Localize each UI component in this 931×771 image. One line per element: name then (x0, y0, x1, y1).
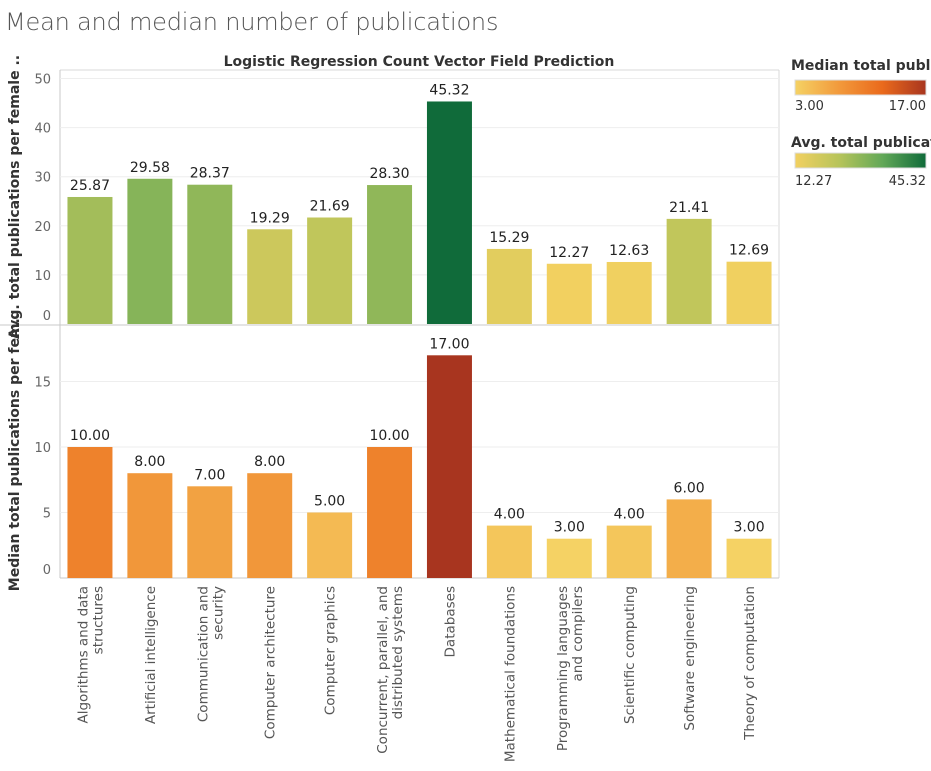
category-label: Computer architecture (263, 586, 279, 739)
avg-bar[interactable] (486, 248, 532, 324)
median-y-axis-title: Median total publications per fem.. (7, 313, 23, 591)
median-value-label: 10.00 (369, 428, 409, 444)
avg-bar[interactable] (367, 185, 413, 324)
avg-legend-max: 45.32 (889, 174, 926, 189)
category-label: security (210, 586, 226, 640)
category-label: Databases (442, 586, 458, 657)
avg-value-label: 15.29 (489, 230, 529, 246)
category-label: Artificial intelligence (143, 586, 159, 724)
median-value-label: 4.00 (494, 507, 525, 523)
median-bar[interactable] (666, 499, 712, 578)
avg-y-tick-label: 40 (34, 122, 51, 137)
category-label: Scientific computing (622, 586, 638, 724)
median-legend-gradient (794, 79, 927, 96)
median-value-label: 4.00 (614, 507, 645, 523)
median-legend-min: 3.00 (795, 99, 824, 114)
avg-bar[interactable] (307, 217, 353, 324)
median-value-label: 10.00 (70, 428, 110, 444)
median-color-legend[interactable]: Median total publi.. 3.00 17.00 (791, 58, 931, 114)
category-label: and compilers (570, 586, 586, 681)
category-labels: Algorithms and data structures Artificial … (75, 586, 758, 762)
category-label: Software engineering (682, 586, 698, 731)
median-value-label: 5.00 (314, 494, 345, 510)
avg-bar[interactable] (426, 101, 472, 325)
median-bar[interactable] (247, 473, 293, 578)
median-bar[interactable] (367, 447, 413, 578)
avg-bar[interactable] (666, 218, 712, 324)
median-y-tick-label: 10 (34, 441, 51, 456)
avg-value-label: 28.30 (369, 166, 409, 182)
chart-subtitle: Logistic Regression Count Vector Field P… (224, 54, 615, 70)
category-label: Mathematical foundations (502, 586, 518, 762)
avg-bar[interactable] (546, 263, 592, 324)
median-bar[interactable] (67, 447, 113, 578)
avg-bars: 25.87 29.58 28.37 19.29 21.69 28.30 45.32 15.29… (67, 82, 772, 325)
avg-y-ticks: 0 10 20 30 40 50 (34, 73, 51, 325)
median-legend-max: 17.00 (889, 99, 926, 114)
median-value-label: 3.00 (554, 520, 585, 536)
avg-y-tick-label: 50 (34, 73, 51, 88)
avg-bar[interactable] (187, 184, 233, 324)
avg-value-label: 29.58 (130, 160, 170, 176)
avg-y-tick-label: 20 (34, 220, 51, 235)
avg-bar[interactable] (67, 196, 113, 324)
median-bar[interactable] (307, 512, 353, 579)
avg-value-label: 12.27 (549, 245, 589, 261)
avg-bar[interactable] (127, 178, 173, 324)
category-label: structures (90, 586, 106, 654)
median-value-label: 3.00 (733, 520, 764, 536)
avg-value-label: 19.29 (250, 210, 290, 226)
avg-legend-title: Avg. total publicat.. (791, 135, 931, 151)
category-label: Algorithms and data (75, 586, 91, 724)
median-gridlines (60, 381, 779, 513)
median-value-label: 8.00 (254, 454, 285, 470)
category-label: Programming languages (555, 586, 571, 751)
avg-y-tick-label: 0 (43, 309, 51, 324)
median-bar[interactable] (127, 473, 173, 578)
median-bar[interactable] (187, 486, 233, 578)
median-bar[interactable] (486, 525, 532, 578)
median-bar[interactable] (426, 355, 472, 578)
avg-bar[interactable] (247, 229, 293, 324)
avg-y-axis-title: Avg. total publications per female .. (7, 55, 23, 339)
avg-value-label: 21.69 (310, 199, 350, 215)
avg-value-label: 45.32 (429, 82, 469, 98)
median-value-label: 7.00 (194, 467, 225, 483)
category-label: Concurrent, parallel, and (375, 586, 391, 754)
avg-bar[interactable] (726, 261, 772, 324)
avg-y-tick-label: 10 (34, 269, 51, 284)
avg-bar[interactable] (606, 261, 652, 324)
median-value-label: 8.00 (134, 454, 165, 470)
median-bar[interactable] (546, 538, 592, 578)
avg-legend-gradient (794, 152, 927, 169)
category-label: Communication and (195, 586, 211, 722)
avg-gridlines (60, 78, 779, 276)
category-label: Computer graphics (323, 586, 339, 715)
median-bar[interactable] (606, 525, 652, 578)
avg-value-label: 12.69 (729, 243, 769, 259)
category-label: distributed systems (390, 586, 406, 719)
page-title: Mean and median number of publications (5, 8, 499, 36)
avg-value-label: 21.41 (669, 200, 709, 216)
median-bars: 10.00 8.00 7.00 8.00 5.00 10.00 17.00 4.00 3.00 4… (67, 336, 772, 579)
avg-value-label: 12.63 (609, 243, 649, 259)
median-value-label: 6.00 (674, 480, 705, 496)
avg-color-legend[interactable]: Avg. total publicat.. 12.27 45.32 (791, 135, 931, 189)
avg-value-label: 25.87 (70, 178, 110, 194)
avg-legend-min: 12.27 (795, 174, 832, 189)
median-y-tick-label: 0 (43, 563, 51, 578)
median-bar[interactable] (726, 538, 772, 578)
median-value-label: 17.00 (429, 336, 469, 352)
avg-value-label: 28.37 (190, 166, 230, 182)
median-legend-title: Median total publi.. (791, 58, 931, 74)
category-label: Theory of computation (742, 586, 758, 741)
median-y-ticks: 0 5 10 15 (34, 376, 51, 579)
median-y-tick-label: 15 (34, 376, 51, 391)
median-y-tick-label: 5 (43, 507, 51, 522)
avg-y-tick-label: 30 (34, 171, 51, 186)
